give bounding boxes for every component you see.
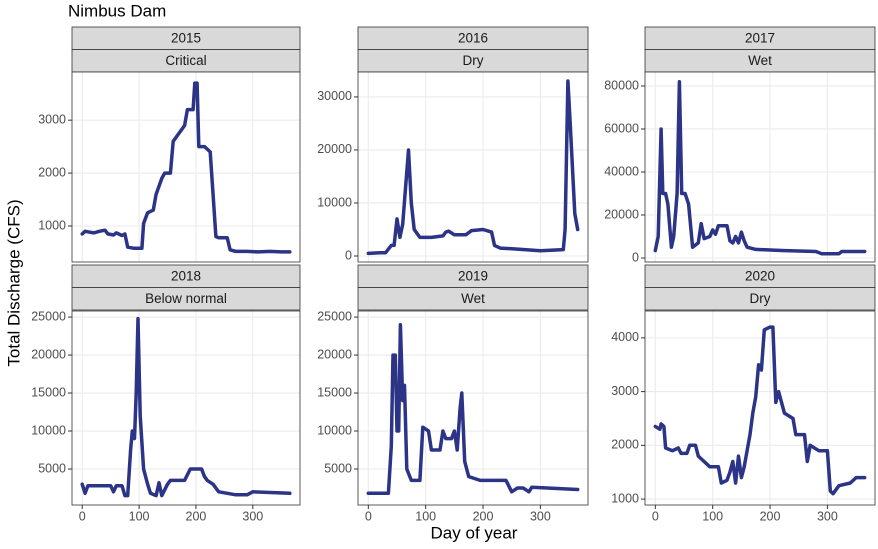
strip (357, 287, 589, 311)
y-tick-label: 1000 (611, 491, 639, 505)
panel-border (644, 71, 876, 263)
y-tick-label: 3000 (611, 384, 639, 398)
x-tick-label: 0 (79, 509, 86, 523)
x-tick-label: 300 (530, 509, 551, 523)
x-tick-label: 200 (186, 509, 207, 523)
y-tick-label: 15000 (317, 385, 352, 399)
strip-subtitle: Wet (461, 291, 485, 306)
panel (72, 311, 300, 505)
x-tick-label: 100 (415, 509, 436, 523)
strip-subtitle: Critical (165, 53, 206, 68)
y-tick-label: 15000 (31, 385, 66, 399)
data-line (366, 79, 580, 256)
y-tick-label: 60000 (604, 121, 639, 135)
x-tick-label: 0 (652, 509, 659, 523)
panel-border (357, 71, 589, 263)
strip-title: 2017 (745, 31, 775, 46)
x-tick-label: 0 (365, 509, 372, 523)
y-tick-label: 2000 (38, 165, 66, 179)
y-tick-label: 0 (345, 248, 352, 262)
y-tick-label: 5000 (324, 461, 352, 475)
data-line (653, 325, 867, 496)
panel (72, 72, 300, 262)
strip-title: 2020 (745, 269, 775, 284)
x-tick-label: 100 (702, 509, 723, 523)
data-line (80, 81, 292, 254)
x-tick-label: 200 (473, 509, 494, 523)
data-line (366, 322, 580, 496)
data-line (653, 79, 867, 256)
x-tick-label: 300 (242, 509, 263, 523)
y-tick-label: 25000 (317, 309, 352, 323)
strip-title: 2018 (171, 269, 201, 284)
y-tick-label: 2000 (611, 438, 639, 452)
y-tick-label: 10000 (31, 423, 66, 437)
x-tick-label: 100 (129, 509, 150, 523)
y-tick-label: 30000 (317, 89, 352, 103)
x-axis-label: Day of year (431, 523, 518, 542)
panel-border (71, 71, 301, 263)
panel (645, 72, 875, 262)
strip (71, 287, 301, 311)
y-tick-label: 25000 (31, 309, 66, 323)
y-tick-label: 20000 (317, 142, 352, 156)
strip (644, 287, 876, 311)
y-tick-label: 80000 (604, 78, 639, 92)
panel-border (71, 310, 301, 506)
strip-title: 2019 (458, 269, 488, 284)
strip-title: 2016 (458, 31, 488, 46)
strip-subtitle: Below normal (145, 291, 227, 306)
panel (358, 72, 588, 262)
panel-border (357, 310, 589, 506)
y-tick-label: 20000 (604, 207, 639, 221)
strip-title: 2015 (171, 31, 201, 46)
y-tick-label: 4000 (611, 330, 639, 344)
y-tick-label: 1000 (38, 218, 66, 232)
panel-border (644, 310, 876, 506)
y-tick-label: 10000 (317, 423, 352, 437)
panel (645, 311, 875, 505)
y-tick-label: 3000 (38, 112, 66, 126)
data-line (80, 316, 292, 498)
y-axis-label: Total Discharge (CFS) (4, 199, 23, 366)
y-tick-label: 5000 (38, 461, 66, 475)
y-tick-label: 20000 (31, 347, 66, 361)
chart-title: Nimbus Dam (68, 1, 166, 20)
y-tick-label: 40000 (604, 164, 639, 178)
strip-subtitle: Dry (750, 291, 771, 306)
y-tick-label: 10000 (317, 195, 352, 209)
y-tick-label: 20000 (317, 347, 352, 361)
x-tick-label: 200 (760, 509, 781, 523)
x-tick-label: 300 (817, 509, 838, 523)
strip-subtitle: Wet (748, 53, 772, 68)
y-tick-label: 0 (632, 250, 639, 264)
strip-subtitle: Dry (463, 53, 484, 68)
